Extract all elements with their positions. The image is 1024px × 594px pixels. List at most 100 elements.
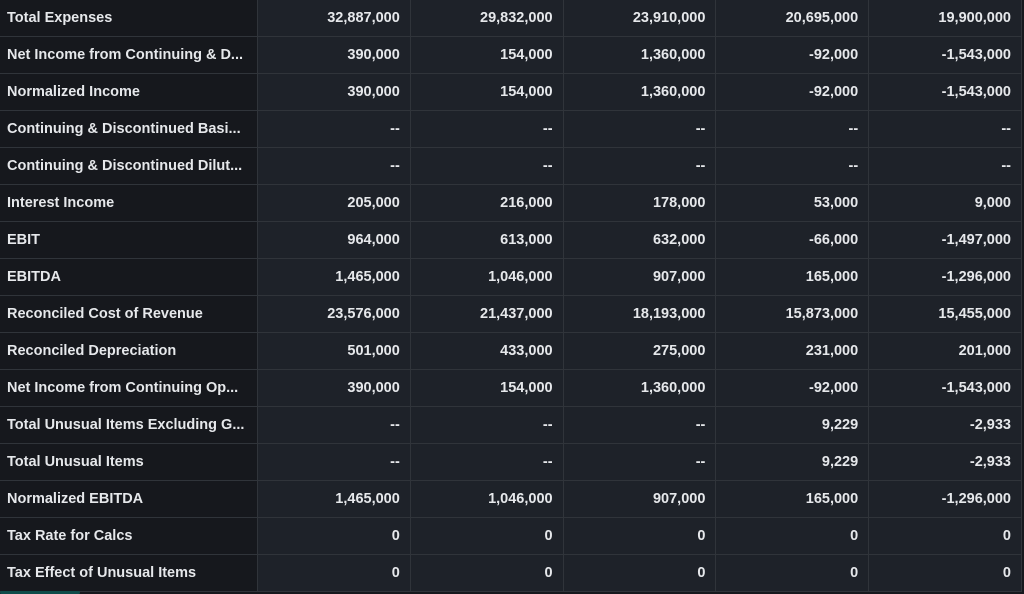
table-cell: 613,000 <box>409 221 564 259</box>
table-cell: -- <box>409 110 564 148</box>
row-label: Net Income from Continuing & D... <box>0 36 258 74</box>
table-row: Total Expenses 32,887,000 29,832,000 23,910… <box>0 0 1022 37</box>
table-cell: 390,000 <box>257 36 411 74</box>
table-cell: 0 <box>257 517 411 555</box>
table-cell: 907,000 <box>562 480 717 518</box>
table-cell: 23,576,000 <box>257 295 411 333</box>
table-cell: 216,000 <box>409 184 564 222</box>
row-label: Tax Effect of Unusual Items <box>0 554 258 592</box>
table-cell: -- <box>257 406 411 444</box>
row-label: Interest Income <box>0 184 258 222</box>
table-cell: 32,887,000 <box>257 0 411 37</box>
table-row: Net Income from Continuing Op... 390,000 1… <box>0 369 1022 407</box>
horizontal-scrollbar[interactable] <box>0 591 80 594</box>
table-cell: 53,000 <box>715 184 870 222</box>
table-cell: 0 <box>715 517 870 555</box>
table-cell: 433,000 <box>409 332 564 370</box>
table-cell: 0 <box>257 554 411 592</box>
table-cell: -- <box>562 443 717 481</box>
table-cell: 0 <box>562 517 717 555</box>
table-cell: 1,046,000 <box>409 480 564 518</box>
row-label: Reconciled Depreciation <box>0 332 258 370</box>
table-cell: -66,000 <box>715 221 870 259</box>
row-label: EBIT <box>0 221 258 259</box>
table-cell: -- <box>868 110 1022 148</box>
table-cell: 154,000 <box>409 73 564 111</box>
table-row: Net Income from Continuing & D... 390,000… <box>0 36 1022 74</box>
table-cell: 390,000 <box>257 369 411 407</box>
table-cell: 154,000 <box>409 369 564 407</box>
table-cell: 205,000 <box>257 184 411 222</box>
table-cell: 1,465,000 <box>257 480 411 518</box>
table-cell: 632,000 <box>562 221 717 259</box>
table-row: Tax Rate for Calcs 0 0 0 0 0 <box>0 517 1022 555</box>
table-cell: 178,000 <box>562 184 717 222</box>
table-row: Continuing & Discontinued Dilut... -- -- --… <box>0 147 1022 185</box>
table-cell: -92,000 <box>715 369 870 407</box>
table-row: Continuing & Discontinued Basi... -- -- -- -… <box>0 110 1022 148</box>
table-cell: -2,933 <box>868 406 1022 444</box>
table-cell: -- <box>409 147 564 185</box>
table-row: Reconciled Depreciation 501,000 433,000 275… <box>0 332 1022 370</box>
table-cell: 165,000 <box>715 258 870 296</box>
table-cell: 1,360,000 <box>562 369 717 407</box>
table-row: Normalized Income 390,000 154,000 1,360,000… <box>0 73 1022 111</box>
table-cell: -- <box>562 110 717 148</box>
table-row: Interest Income 205,000 216,000 178,000 53,0… <box>0 184 1022 222</box>
table-cell: -- <box>562 406 717 444</box>
table-row: Tax Effect of Unusual Items 0 0 0 0 0 <box>0 554 1022 592</box>
table-cell: -1,497,000 <box>868 221 1022 259</box>
table-cell: -- <box>715 147 870 185</box>
table-cell: 501,000 <box>257 332 411 370</box>
table-cell: -1,296,000 <box>868 480 1022 518</box>
row-label: EBITDA <box>0 258 258 296</box>
table-row: EBIT 964,000 613,000 632,000 -66,000 -1,497,0… <box>0 221 1022 259</box>
table-row: EBITDA 1,465,000 1,046,000 907,000 165,000 -1… <box>0 258 1022 296</box>
table-row: Normalized EBITDA 1,465,000 1,046,000 907,0… <box>0 480 1022 518</box>
row-label: Tax Rate for Calcs <box>0 517 258 555</box>
table-cell: 907,000 <box>562 258 717 296</box>
table-cell: -- <box>257 443 411 481</box>
table-cell: 964,000 <box>257 221 411 259</box>
table-cell: 0 <box>409 554 564 592</box>
table-cell: 275,000 <box>562 332 717 370</box>
table-cell: 29,832,000 <box>409 0 564 37</box>
row-label: Normalized EBITDA <box>0 480 258 518</box>
table-cell: 0 <box>868 554 1022 592</box>
table-cell: -92,000 <box>715 36 870 74</box>
table-cell: 390,000 <box>257 73 411 111</box>
table-cell: 201,000 <box>868 332 1022 370</box>
table-cell: -92,000 <box>715 73 870 111</box>
table-cell: 20,695,000 <box>715 0 870 37</box>
table-cell: -1,543,000 <box>868 73 1022 111</box>
table-cell: 0 <box>715 554 870 592</box>
table-cell: -- <box>409 443 564 481</box>
table-cell: -1,296,000 <box>868 258 1022 296</box>
table-cell: 1,465,000 <box>257 258 411 296</box>
table-row: Reconciled Cost of Revenue 23,576,000 21,4… <box>0 295 1022 333</box>
row-label: Total Unusual Items Excluding G... <box>0 406 258 444</box>
table-cell: 18,193,000 <box>562 295 717 333</box>
row-label: Reconciled Cost of Revenue <box>0 295 258 333</box>
table-cell: 9,000 <box>868 184 1022 222</box>
table-cell: -2,933 <box>868 443 1022 481</box>
table-cell: 1,046,000 <box>409 258 564 296</box>
table-cell: 21,437,000 <box>409 295 564 333</box>
table-cell: -- <box>715 110 870 148</box>
table-cell: -- <box>409 406 564 444</box>
table-cell: 9,229 <box>715 406 870 444</box>
table-cell: -- <box>562 147 717 185</box>
table-cell: 1,360,000 <box>562 73 717 111</box>
table-cell: 231,000 <box>715 332 870 370</box>
table-row: Total Unusual Items -- -- -- 9,229 -2,933 <box>0 443 1022 481</box>
table-cell: 1,360,000 <box>562 36 717 74</box>
table-cell: -- <box>257 147 411 185</box>
table-cell: 0 <box>409 517 564 555</box>
table-cell: -1,543,000 <box>868 36 1022 74</box>
row-label: Total Unusual Items <box>0 443 258 481</box>
table-cell: 154,000 <box>409 36 564 74</box>
table-cell: 0 <box>562 554 717 592</box>
table-cell: 165,000 <box>715 480 870 518</box>
